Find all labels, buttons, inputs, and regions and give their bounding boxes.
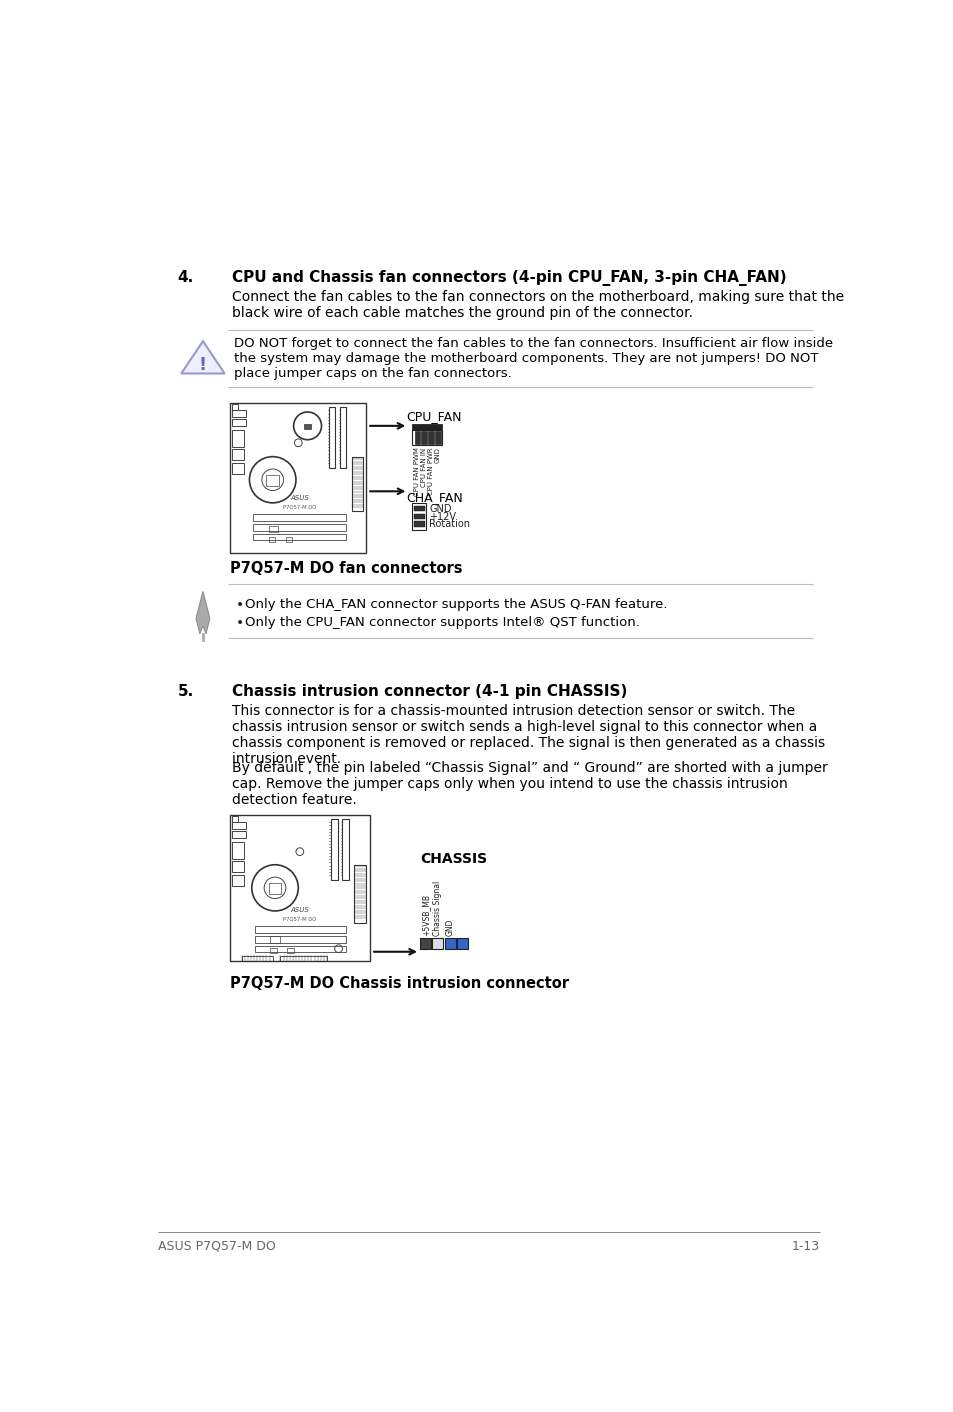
Bar — [412, 503, 426, 530]
Bar — [414, 505, 424, 511]
Polygon shape — [195, 592, 210, 634]
Text: +5VSB_MB: +5VSB_MB — [420, 894, 430, 936]
Text: GND: GND — [435, 448, 440, 463]
Bar — [329, 407, 335, 469]
Bar — [230, 815, 369, 962]
Text: •: • — [235, 597, 244, 611]
Bar — [444, 938, 456, 949]
Bar — [270, 947, 276, 953]
Bar — [253, 514, 346, 521]
Text: 5.: 5. — [177, 683, 193, 699]
Bar — [269, 525, 278, 532]
Bar — [331, 819, 337, 880]
Text: P7Q57-M DO: P7Q57-M DO — [283, 916, 316, 921]
Bar — [354, 864, 366, 922]
Bar — [340, 407, 346, 469]
Text: ASUS: ASUS — [290, 494, 309, 501]
Text: By default , the pin labeled “Chassis Signal” and “ Ground” are shorted with a j: By default , the pin labeled “Chassis Si… — [232, 761, 826, 808]
Text: 1-13: 1-13 — [791, 1240, 819, 1252]
Bar — [232, 822, 245, 829]
Text: +12V: +12V — [429, 511, 456, 521]
Bar — [241, 956, 273, 962]
Bar — [232, 463, 244, 473]
Text: CPU FAN PWR: CPU FAN PWR — [427, 448, 434, 496]
Bar — [232, 429, 244, 446]
Bar — [304, 424, 311, 429]
Bar — [269, 538, 274, 542]
Text: ASUS: ASUS — [290, 907, 309, 912]
Text: Chassis intrusion connector (4-1 pin CHASSIS): Chassis intrusion connector (4-1 pin CHA… — [232, 683, 626, 699]
Text: •: • — [235, 616, 244, 630]
Bar — [412, 429, 441, 445]
Text: Chassis Signal: Chassis Signal — [433, 881, 442, 936]
Bar — [286, 538, 292, 542]
Bar — [428, 431, 434, 443]
Bar — [270, 936, 279, 943]
Text: Only the CPU_FAN connector supports Intel® QST function.: Only the CPU_FAN connector supports Inte… — [245, 616, 639, 628]
Text: ASUS P7Q57-M DO: ASUS P7Q57-M DO — [158, 1240, 275, 1252]
Bar — [456, 938, 468, 949]
Bar — [232, 830, 245, 837]
Text: Rotation: Rotation — [429, 520, 470, 530]
Bar — [254, 936, 346, 943]
Text: P7Q57-M DO Chassis intrusion connector: P7Q57-M DO Chassis intrusion connector — [230, 977, 569, 991]
Bar — [253, 524, 346, 531]
Text: P7Q57-M DO fan connectors: P7Q57-M DO fan connectors — [230, 561, 462, 576]
Text: P7Q57-M DO: P7Q57-M DO — [283, 504, 316, 510]
Bar — [432, 938, 443, 949]
Bar — [419, 938, 431, 949]
Text: CHA_FAN: CHA_FAN — [406, 491, 462, 504]
Text: CPU FAN IN: CPU FAN IN — [420, 448, 426, 487]
Bar — [414, 521, 424, 527]
Text: CPU and Chassis fan connectors (4-pin CPU_FAN, 3-pin CHA_FAN): CPU and Chassis fan connectors (4-pin CP… — [232, 270, 785, 285]
Text: DO NOT forget to connect the fan cables to the fan connectors. Insufficient air : DO NOT forget to connect the fan cables … — [233, 337, 832, 380]
Bar — [435, 431, 440, 443]
Bar — [342, 819, 349, 880]
Bar — [232, 816, 237, 822]
Text: CHASSIS: CHASSIS — [419, 851, 487, 866]
Text: GND: GND — [445, 919, 455, 936]
Bar — [415, 431, 419, 443]
Bar — [421, 431, 427, 443]
Bar — [232, 409, 245, 417]
Bar — [253, 534, 346, 539]
Bar — [232, 875, 244, 885]
Bar — [254, 946, 346, 952]
Bar — [232, 842, 244, 858]
Bar — [232, 861, 244, 871]
Bar — [232, 419, 245, 426]
Text: Only the CHA_FAN connector supports the ASUS Q-FAN feature.: Only the CHA_FAN connector supports the … — [245, 597, 666, 610]
Bar — [266, 474, 278, 486]
Text: 4.: 4. — [177, 270, 193, 285]
Bar — [269, 884, 281, 894]
Text: CPU FAN PWM: CPU FAN PWM — [414, 448, 419, 496]
Text: CPU_FAN: CPU_FAN — [406, 411, 461, 424]
Bar — [232, 449, 244, 460]
Bar — [352, 456, 362, 511]
Bar — [230, 402, 365, 554]
Bar — [414, 514, 424, 520]
Bar — [280, 956, 327, 962]
Text: Connect the fan cables to the fan connectors on the motherboard, making sure tha: Connect the fan cables to the fan connec… — [232, 289, 842, 319]
Bar — [254, 926, 346, 932]
Text: GND: GND — [429, 504, 452, 514]
Polygon shape — [181, 342, 224, 374]
Text: !: ! — [198, 356, 207, 374]
Bar — [232, 404, 237, 411]
Bar — [287, 947, 294, 953]
Text: This connector is for a chassis-mounted intrusion detection sensor or switch. Th: This connector is for a chassis-mounted … — [232, 703, 824, 767]
Bar — [412, 424, 441, 429]
